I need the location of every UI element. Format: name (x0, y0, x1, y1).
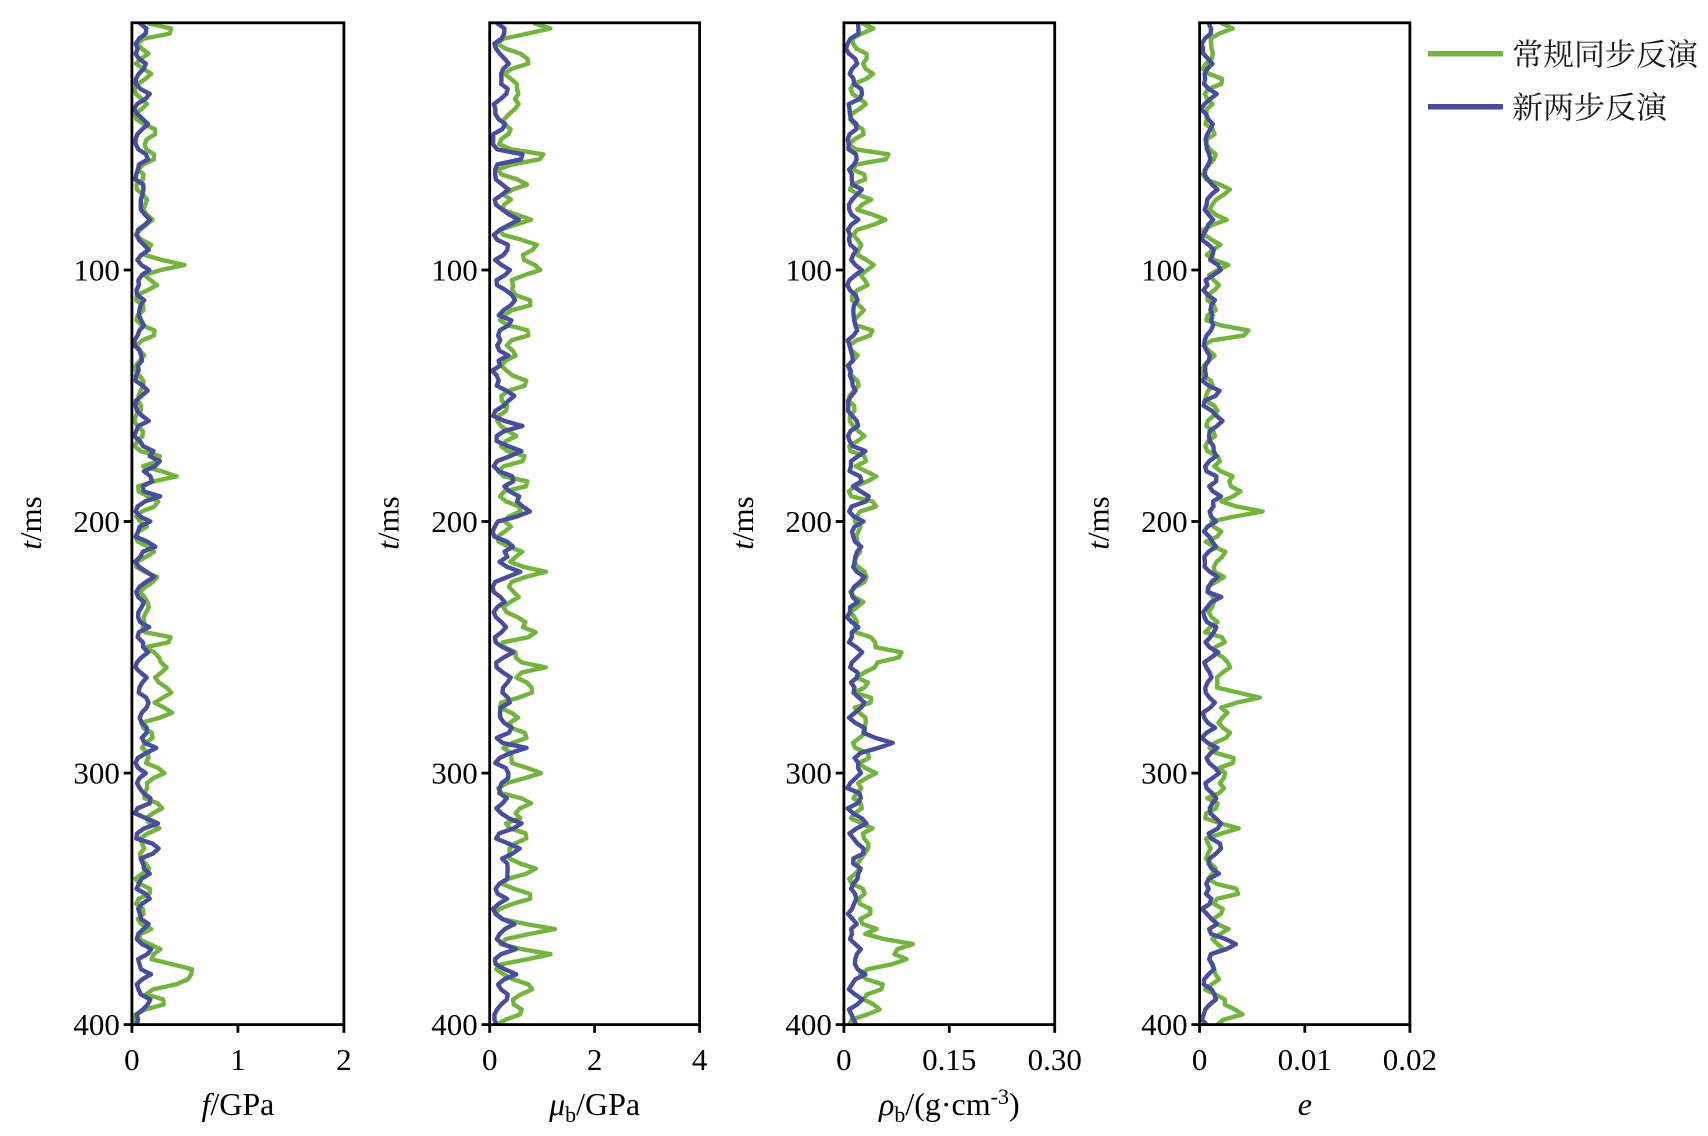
svg-text:μb/GPa: μb/GPa (548, 1086, 640, 1127)
svg-text:100: 100 (73, 253, 120, 288)
svg-text:t/ms: t/ms (1081, 496, 1116, 549)
svg-text:300: 300 (431, 756, 478, 791)
svg-text:0.02: 0.02 (1383, 1042, 1437, 1077)
svg-text:300: 300 (785, 756, 832, 791)
svg-text:400: 400 (1141, 1007, 1188, 1042)
svg-text:0.30: 0.30 (1028, 1042, 1082, 1077)
svg-text:400: 400 (431, 1007, 478, 1042)
svg-text:0: 0 (482, 1042, 498, 1077)
svg-text:4: 4 (692, 1042, 708, 1077)
svg-text:t/ms: t/ms (725, 496, 760, 549)
svg-text:400: 400 (73, 1007, 120, 1042)
svg-text:0: 0 (124, 1042, 140, 1077)
svg-text:100: 100 (1141, 253, 1188, 288)
svg-text:1: 1 (230, 1042, 246, 1077)
svg-text:300: 300 (73, 756, 120, 791)
svg-text:0.01: 0.01 (1278, 1042, 1332, 1077)
svg-text:200: 200 (785, 504, 832, 539)
svg-text:t/ms: t/ms (13, 496, 48, 549)
svg-text:200: 200 (431, 504, 478, 539)
svg-text:100: 100 (785, 253, 832, 288)
svg-text:0.15: 0.15 (922, 1042, 976, 1077)
svg-text:ρb/(g·cm-3): ρb/(g·cm-3) (878, 1084, 1020, 1127)
svg-text:2: 2 (587, 1042, 603, 1077)
svg-text:0: 0 (836, 1042, 852, 1077)
svg-text:100: 100 (431, 253, 478, 288)
svg-text:e: e (1298, 1086, 1312, 1122)
svg-text:2: 2 (336, 1042, 352, 1077)
svg-text:t/ms: t/ms (371, 496, 406, 549)
svg-text:f/GPa: f/GPa (201, 1086, 274, 1122)
svg-text:300: 300 (1141, 756, 1188, 791)
svg-text:400: 400 (785, 1007, 832, 1042)
svg-text:200: 200 (73, 504, 120, 539)
svg-text:0: 0 (1192, 1042, 1208, 1077)
svg-text:200: 200 (1141, 504, 1188, 539)
